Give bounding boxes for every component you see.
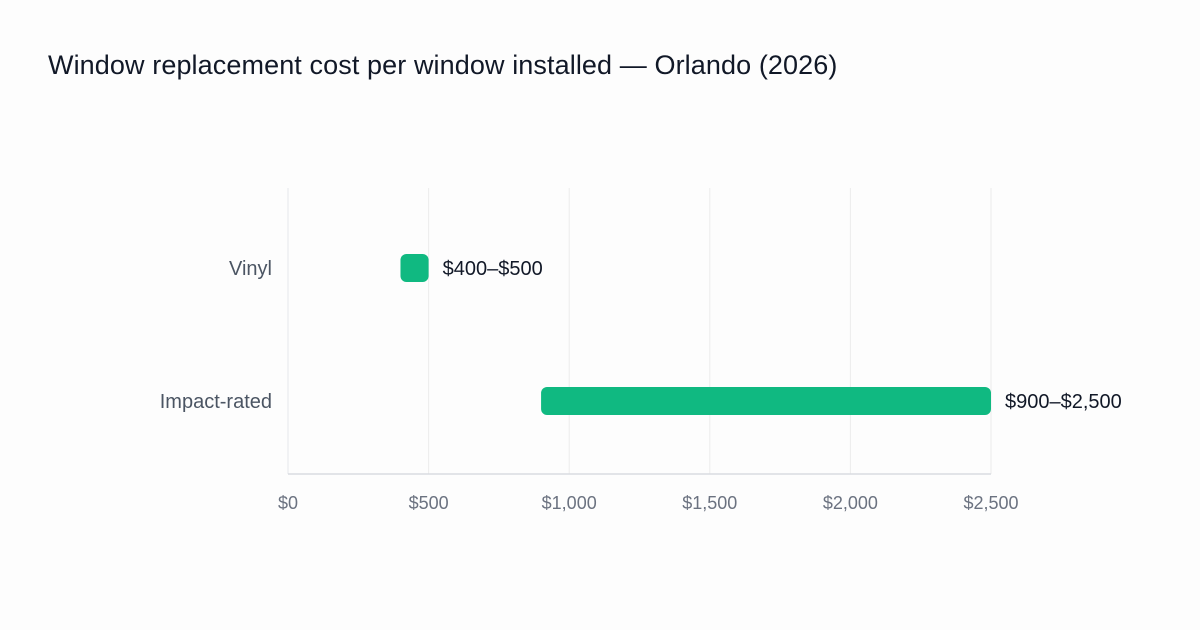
x-tick-label: $2,000 xyxy=(823,493,878,513)
x-tick-label: $2,500 xyxy=(963,493,1018,513)
data-label: $900–$2,500 xyxy=(1005,391,1122,413)
category-label: Vinyl xyxy=(229,258,272,280)
x-tick-label: $1,500 xyxy=(682,493,737,513)
range-bar xyxy=(400,254,429,282)
data-label: $400–$500 xyxy=(443,258,543,280)
x-tick-label: $0 xyxy=(278,493,298,513)
range-bar xyxy=(541,387,991,415)
chart-title: Window replacement cost per window insta… xyxy=(48,50,838,80)
category-label: Impact-rated xyxy=(160,391,272,413)
x-tick-label: $1,000 xyxy=(542,493,597,513)
x-tick-label: $500 xyxy=(409,493,449,513)
